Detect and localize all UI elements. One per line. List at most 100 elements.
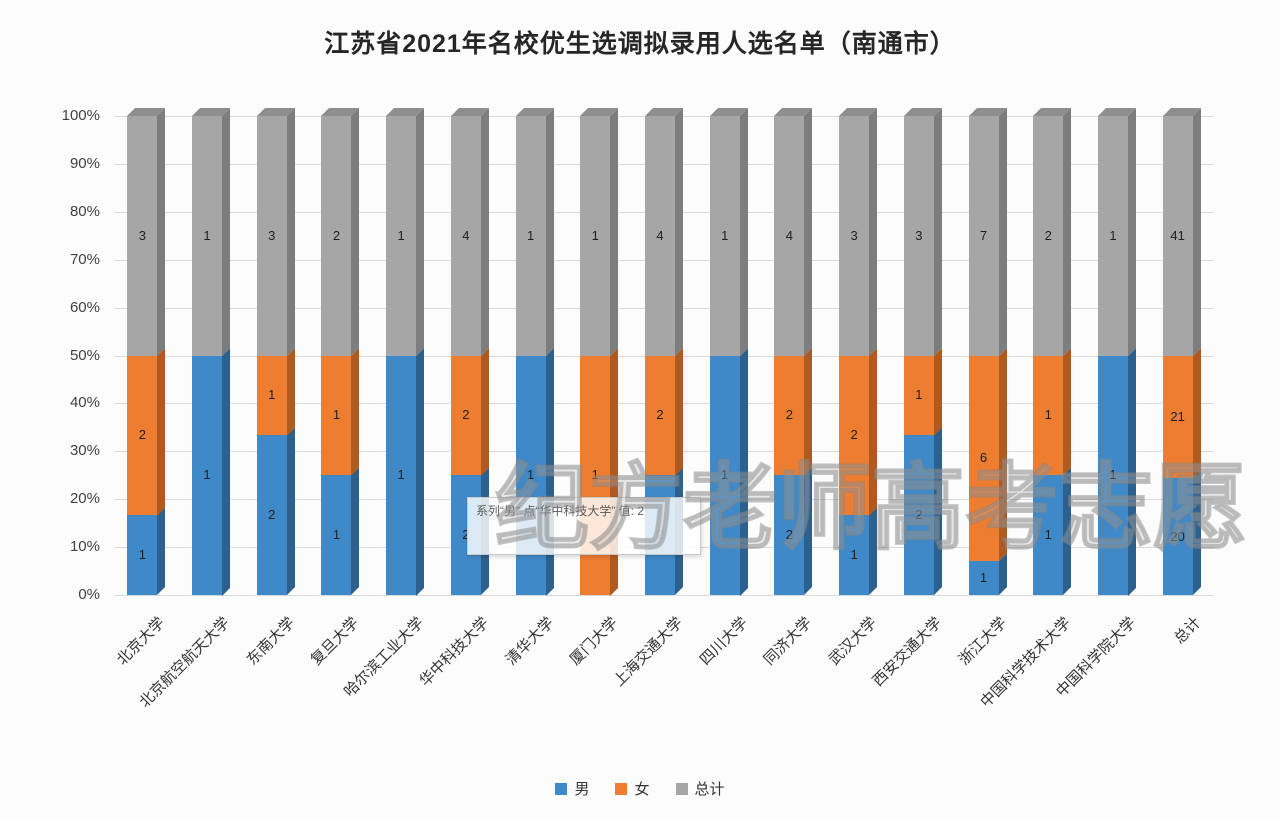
data-label-female: 1 [1044,407,1052,423]
segment-male-side [545,347,554,595]
bar-中国科学技术大学: 1 1 2 [1033,108,1072,595]
segment-total-side [675,108,683,356]
segment-female [1033,355,1064,476]
segment-total [192,116,223,356]
segment-male-side [351,467,360,595]
segment-total-side [1192,108,1201,356]
segment-total-side [1063,108,1072,356]
bar-总计: 20 21 41 [1162,108,1201,595]
segment-total-side [610,108,619,356]
legend-swatch [675,782,688,795]
data-label-total: 1 [721,227,729,243]
segment-female-side [157,347,166,516]
data-label-male: 1 [1109,467,1117,483]
gridline [114,595,1214,596]
segment-female [256,355,287,436]
segment-male-side [869,507,878,595]
data-label-female: 2 [656,407,664,423]
segment-male [127,515,158,595]
segment-total [709,116,740,356]
segment-total [515,116,546,356]
segment-male-side [739,347,748,595]
segment-male [1162,478,1193,595]
x-tick-label: 上海交通大学 [610,614,687,690]
x-tick-label: 华中科技大学 [416,614,493,690]
data-label-female: 21 [1170,408,1185,424]
segment-female-side [998,347,1007,561]
legend-item-总计: 总计 [675,778,725,799]
data-label-total: 1 [1109,227,1117,243]
segment-male [1097,355,1128,595]
segment-male-side [157,507,166,595]
data-label-male: 1 [332,527,341,543]
data-label-female: 1 [332,407,341,423]
segment-female [1162,355,1193,479]
chart-title: 江苏省2021年名校优生选调拟录用人选名单（南通市） [324,30,956,58]
data-label-female: 2 [138,427,146,443]
segment-total [450,116,481,356]
segment-male-side [1192,470,1201,595]
x-tick-label: 同济大学 [761,614,816,669]
legend-label: 男 [574,781,590,798]
data-label-total: 1 [591,227,599,243]
data-label-female: 2 [850,427,858,443]
y-tick-label: 100% [61,107,100,124]
y-tick-label: 0% [78,586,100,603]
segment-female [127,355,158,516]
y-tick-label: 20% [69,490,100,508]
legend-swatch [615,782,628,795]
data-label-total: 2 [332,227,341,243]
segment-female-side [804,347,813,476]
segment-female-side [610,347,619,595]
data-label-total: 1 [526,227,535,243]
data-label-total: 1 [203,227,211,243]
x-tick-label: 武汉大学 [825,614,881,669]
segment-female-side [675,347,683,476]
y-tick-label: 80% [69,202,100,220]
bar-武汉大学: 1 2 3 [839,108,878,595]
segment-male-side [416,347,425,595]
segment-female [450,355,481,476]
y-tick-label: 50% [69,346,100,364]
segment-total-side [869,108,878,356]
segment-female-side [1192,347,1201,479]
segment-total-side [804,108,813,356]
legend-label: 女 [634,781,650,798]
x-tick-label: 西安交通大学 [869,614,945,690]
segment-male [839,515,870,595]
data-label-total: 1 [397,227,405,243]
data-label-total: 3 [268,227,276,243]
segment-total [774,116,805,356]
segment-male [774,475,805,595]
segment-male-side [1127,347,1136,595]
segment-female-side [869,347,878,516]
legend-item-男: 男 [555,778,589,799]
bar-东南大学: 2 1 3 [256,108,295,595]
segment-female [968,355,999,561]
segment-total-side [933,108,942,356]
segment-female-side [286,347,295,436]
segment-male-side [1063,467,1072,595]
data-label-total: 4 [656,227,664,243]
data-label-female: 1 [915,387,923,403]
segment-total-side [998,108,1007,356]
segment-total-side [416,108,425,356]
data-label-female: 2 [785,407,794,423]
data-label-total: 3 [915,227,923,243]
x-tick-label: 四川大学 [696,614,751,669]
data-label-male: 1 [138,547,146,563]
data-label-male: 1 [526,467,535,483]
data-label-male: 20 [1170,528,1185,544]
y-axis: 100% 90% 80% 70% 60% 50% 40% 30% 20% 10% 0% [0,107,100,603]
bar-上海交通大学: 224 [645,108,683,595]
data-label-total: 7 [979,227,988,243]
legend-item-女: 女 [615,778,650,799]
data-label-male: 2 [462,527,470,543]
segment-female [774,355,805,476]
x-axis: 北京大学 北京航空航天大学 东南大学 复旦大学 哈尔滨工业大学 华中科技大学 清华大学 厦门大… [114,600,1214,780]
segment-male [192,355,223,595]
segment-female [903,355,934,436]
y-tick-label: 10% [69,538,100,556]
